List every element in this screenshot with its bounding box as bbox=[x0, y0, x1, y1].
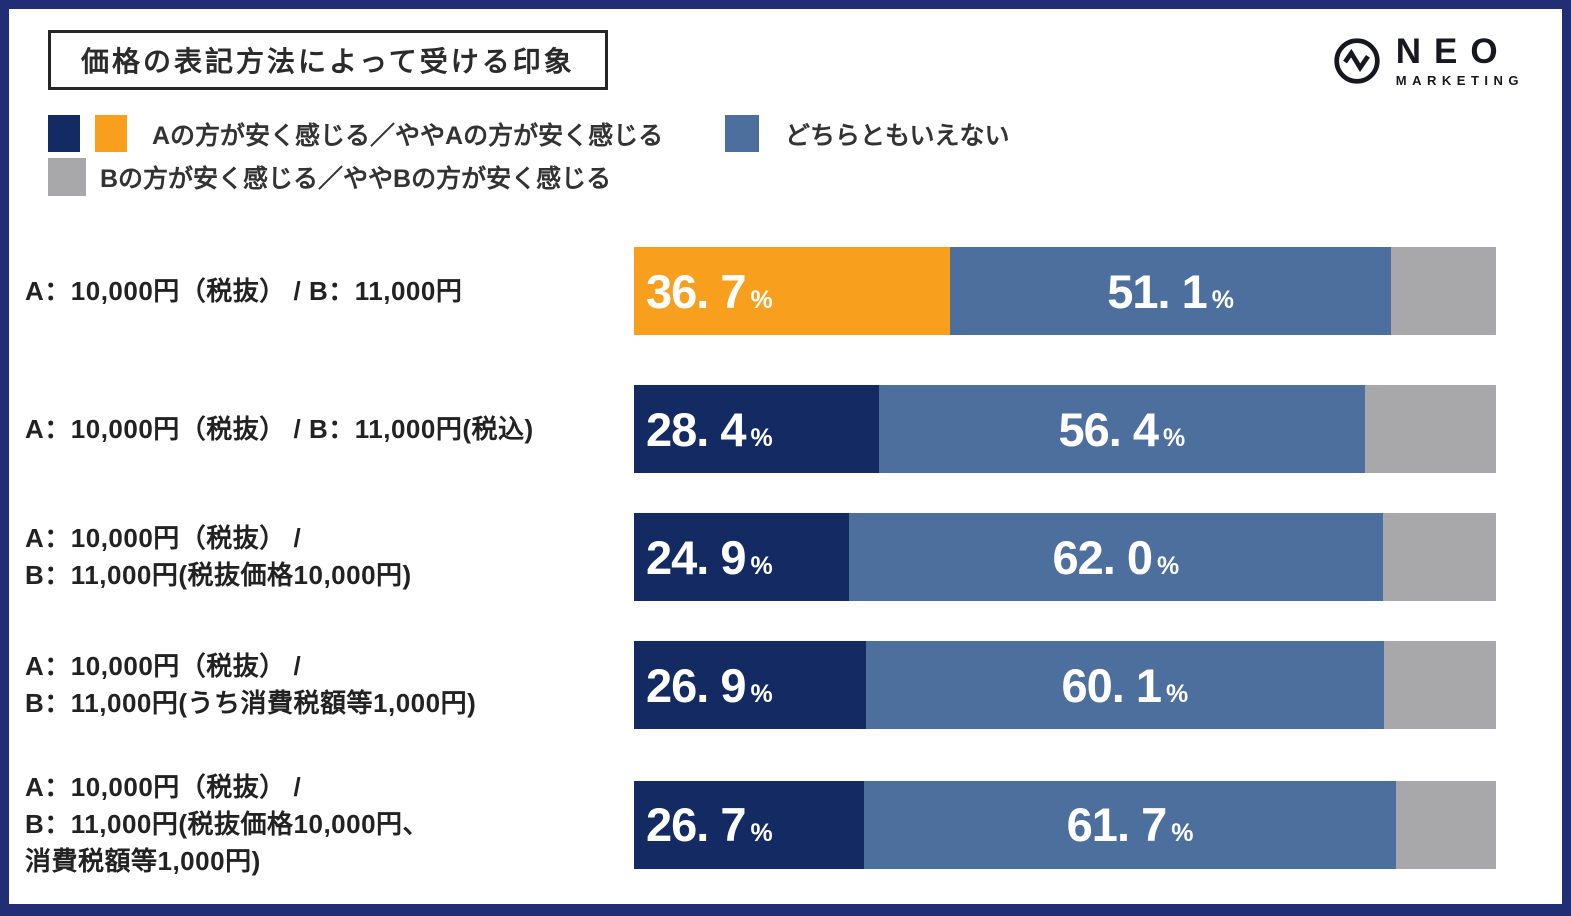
bar-segment-neutral: 61. 7% bbox=[864, 780, 1396, 869]
neo-marketing-logo: NEO MARKETING bbox=[1332, 34, 1524, 88]
bar-segment-neutral: 60. 1% bbox=[865, 641, 1384, 729]
legend-label-b: Bの方が安く感じる／ややBの方が安く感じる bbox=[100, 165, 612, 193]
legend-label-a: Aの方が安く感じる／ややAの方が安く感じる bbox=[152, 121, 664, 150]
pulse-circle-icon bbox=[1332, 36, 1382, 86]
legend-item-a-cheaper: Aの方が安く感じる／ややAの方が安く感じる bbox=[48, 115, 663, 152]
header: 価格の表記方法によって受ける印象 NEO MARKETING bbox=[9, 9, 1562, 90]
brand-text: NEO MARKETING bbox=[1396, 34, 1524, 88]
legend-item-b-cheaper: Bの方が安く感じる／ややBの方が安く感じる bbox=[48, 158, 611, 196]
bar-segment-neutral: 62. 0% bbox=[848, 513, 1384, 601]
row-category-label: A：10,000円（税抜） / B：11,000円(税抜価格10,000円、 消費税… bbox=[25, 772, 430, 876]
legend-swatch-orange bbox=[95, 115, 127, 152]
chart-row: A：10,000円（税抜） / B：11,000円 36. 7% 51. 1% bbox=[9, 247, 1562, 335]
stacked-bar: 28. 4% 56. 4% bbox=[634, 385, 1496, 473]
row-category-label: A：10,000円（税抜） / B：11,000円(税込) bbox=[25, 413, 534, 444]
bar-value-label: 28. 4% bbox=[646, 402, 773, 456]
legend-swatch-navy bbox=[48, 115, 80, 152]
row-category-label: A：10,000円（税抜） / B：11,000円(税抜価格10,000円) bbox=[25, 523, 412, 590]
bar-segment-neutral: 51. 1% bbox=[950, 247, 1391, 335]
bar-segment-a: 26. 7% bbox=[634, 780, 865, 869]
bar-value-label: 24. 9% bbox=[646, 530, 773, 584]
bar-value-label: 60. 1% bbox=[1061, 658, 1189, 712]
legend-label-neutral: どちらともいえない bbox=[785, 121, 1010, 150]
bar-value-label: 36. 7% bbox=[646, 264, 773, 318]
stacked-bar-chart: A：10,000円（税抜） / B：11,000円 36. 7% 51. 1% A：1… bbox=[9, 247, 1562, 880]
bar-value-label: 61. 7% bbox=[1066, 798, 1194, 851]
bar-segment-neutral: 56. 4% bbox=[878, 385, 1365, 473]
row-category-label: A：10,000円（税抜） / B：11,000円(うち消費税額等1,000円) bbox=[25, 651, 477, 718]
bar-segment-a: 28. 4% bbox=[634, 385, 879, 473]
legend-swatch-steel bbox=[725, 115, 759, 152]
stacked-bar: 24. 9% 62. 0% bbox=[634, 513, 1496, 601]
legend-item-neutral: どちらともいえない bbox=[725, 115, 1010, 152]
bar-value-label: 62. 0% bbox=[1052, 530, 1180, 584]
chart-row: A：10,000円（税抜） / B：11,000円(税込) 28. 4% 56. 4… bbox=[9, 385, 1562, 473]
bar-segment-b bbox=[1364, 385, 1496, 473]
legend: Aの方が安く感じる／ややAの方が安く感じる どちらともいえない Bの方が安く感じ… bbox=[9, 115, 1562, 201]
chart-row: A：10,000円（税抜） / B：11,000円(税抜価格10,000円) 24.… bbox=[9, 513, 1562, 601]
brand-subname: MARKETING bbox=[1395, 73, 1524, 88]
bar-value-label: 26. 9% bbox=[646, 658, 773, 712]
bar-segment-a: 24. 9% bbox=[634, 513, 849, 601]
bar-segment-a: 36. 7% bbox=[634, 247, 951, 335]
chart-row: A：10,000円（税抜） / B：11,000円(うち消費税額等1,000円) 2… bbox=[9, 641, 1562, 729]
legend-swatch-gray bbox=[48, 158, 86, 196]
bar-value-label: 26. 7% bbox=[646, 798, 773, 851]
bar-value-label: 51. 1% bbox=[1107, 264, 1234, 318]
row-category-label: A：10,000円（税抜） / B：11,000円 bbox=[25, 275, 463, 306]
brand-name: NEO bbox=[1395, 32, 1511, 71]
chart-row: A：10,000円（税抜） / B：11,000円(税抜価格10,000円、 消費税… bbox=[9, 769, 1562, 880]
page-title: 価格の表記方法によって受ける印象 bbox=[48, 30, 608, 90]
bar-segment-b bbox=[1383, 513, 1496, 601]
stacked-bar: 26. 9% 60. 1% bbox=[634, 641, 1496, 729]
bar-segment-b bbox=[1383, 641, 1496, 729]
bar-segment-a: 26. 9% bbox=[634, 641, 866, 729]
bar-value-label: 56. 4% bbox=[1058, 402, 1186, 456]
bar-segment-b bbox=[1395, 780, 1496, 869]
stacked-bar: 26. 7% 61. 7% bbox=[634, 780, 1496, 869]
stacked-bar: 36. 7% 51. 1% bbox=[634, 247, 1496, 335]
bar-segment-b bbox=[1390, 247, 1496, 335]
